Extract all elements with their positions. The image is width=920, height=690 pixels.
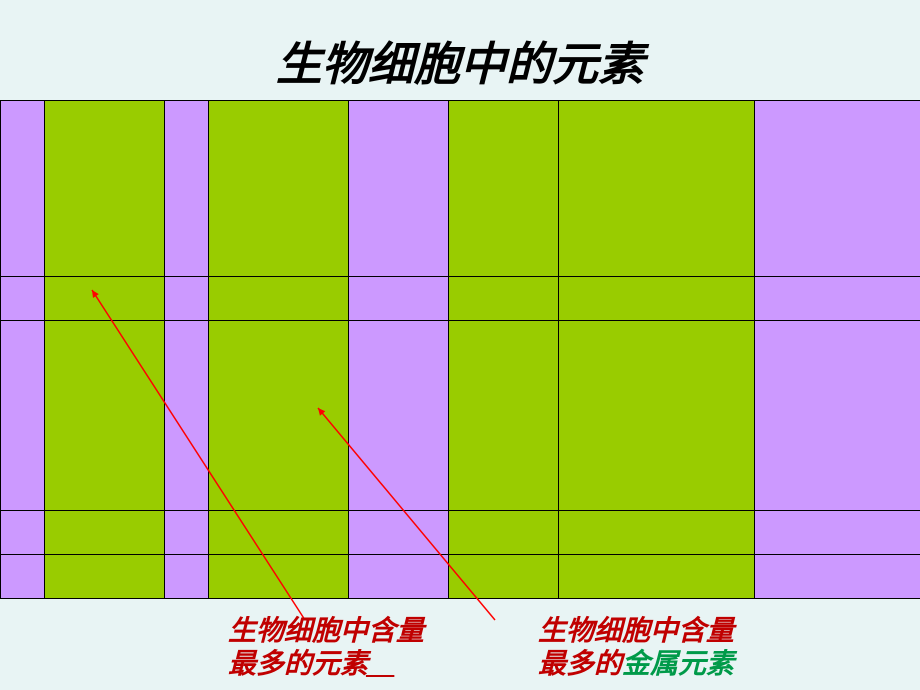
caption-right-metal: 金属元素 xyxy=(622,649,734,680)
grid-cell xyxy=(1,277,45,321)
grid-cell xyxy=(45,101,165,277)
grid-table xyxy=(0,100,920,599)
periodic-table-grid xyxy=(0,100,920,598)
grid-cell xyxy=(755,101,920,277)
grid-cell xyxy=(45,321,165,511)
grid-cell xyxy=(45,555,165,599)
grid-cell xyxy=(209,101,349,277)
grid-cell xyxy=(449,321,559,511)
grid-cell xyxy=(559,511,755,555)
grid-cell xyxy=(755,555,920,599)
grid-cell xyxy=(559,101,755,277)
grid-cell xyxy=(755,511,920,555)
grid-cell xyxy=(755,321,920,511)
grid-cell xyxy=(559,555,755,599)
grid-cell xyxy=(165,101,209,277)
grid-cell xyxy=(349,277,449,321)
grid-cell xyxy=(1,321,45,511)
grid-cell xyxy=(349,511,449,555)
grid-cell xyxy=(209,277,349,321)
caption-most-element: 生物细胞中含量 最多的元素__ xyxy=(228,615,508,682)
grid-cell xyxy=(165,511,209,555)
grid-cell xyxy=(165,555,209,599)
grid-cell xyxy=(349,321,449,511)
grid-cell xyxy=(559,321,755,511)
grid-cell xyxy=(559,277,755,321)
grid-cell xyxy=(165,321,209,511)
grid-cell xyxy=(349,101,449,277)
grid-cell xyxy=(165,277,209,321)
grid-cell xyxy=(449,277,559,321)
grid-cell xyxy=(209,321,349,511)
caption-most-metal: 生物细胞中含量 最多的金属元素 xyxy=(538,615,818,682)
captions-row: 生物细胞中含量 最多的元素__ 生物细胞中含量 最多的金属元素 xyxy=(0,615,920,682)
caption-right-line1: 生物细胞中含量 xyxy=(538,616,734,647)
grid-cell xyxy=(349,555,449,599)
caption-left-line1: 生物细胞中含量 xyxy=(228,616,424,647)
grid-cell xyxy=(755,277,920,321)
caption-left-line2-prefix: 最多的元素 xyxy=(228,649,368,680)
grid-cell xyxy=(209,555,349,599)
grid-cell xyxy=(45,277,165,321)
page-title: 生物细胞中的元素 xyxy=(0,0,920,112)
grid-cell xyxy=(1,511,45,555)
grid-cell xyxy=(45,511,165,555)
grid-cell xyxy=(209,511,349,555)
grid-cell xyxy=(1,101,45,277)
grid-cell xyxy=(449,555,559,599)
caption-right-line2-prefix: 最多的 xyxy=(538,649,622,680)
grid-cell xyxy=(1,555,45,599)
grid-cell xyxy=(449,101,559,277)
caption-left-blank: __ xyxy=(368,649,396,680)
grid-cell xyxy=(449,511,559,555)
